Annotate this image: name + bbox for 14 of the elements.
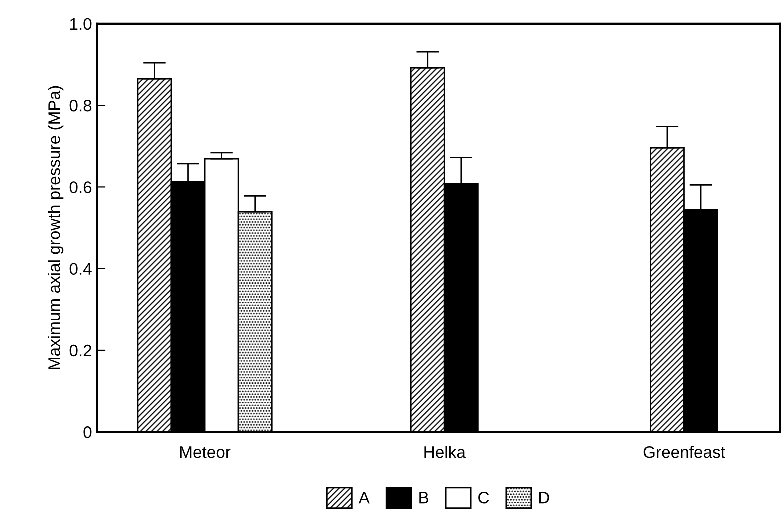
y-tick-label: 0.6 [70,182,92,194]
x-tick-label: Helka [424,446,466,458]
legend-label: A [358,492,370,504]
x-tick-label: Meteor [180,446,231,458]
legend-label: C [478,492,490,504]
y-tick-label: 0 [84,426,92,438]
y-tick-label: 1.0 [70,18,92,30]
x-tick-label: Greenfeast [644,446,726,458]
y-tick-label: 0.2 [70,344,92,357]
legend-label: D [539,492,550,504]
legend-label: B [420,492,429,504]
y-tick-label: 0.8 [70,100,92,112]
y-axis-title: Maximum axial growth pressure (MPa) [48,86,64,370]
y-tick-label: 0.4 [70,263,92,276]
